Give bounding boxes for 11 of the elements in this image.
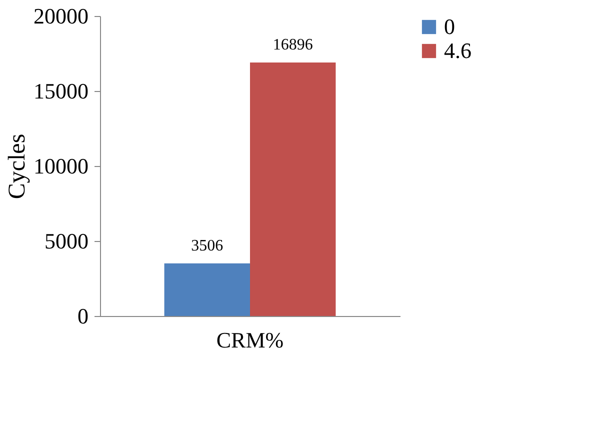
y-tick-label: 15000 (34, 78, 88, 104)
x-tick-label: CRM% (216, 328, 284, 352)
legend-label: 4.6 (444, 38, 472, 63)
y-tick-label: 0 (78, 304, 88, 328)
y-tick-label: 20000 (34, 4, 88, 28)
data-label: 16896 (272, 36, 313, 54)
y-tick-label: 10000 (34, 154, 88, 178)
data-label: 3506 (191, 237, 224, 254)
y-axis-title: Cycles (4, 134, 30, 200)
y-tick-label: 5000 (44, 228, 88, 254)
legend-label: 0 (444, 14, 455, 39)
